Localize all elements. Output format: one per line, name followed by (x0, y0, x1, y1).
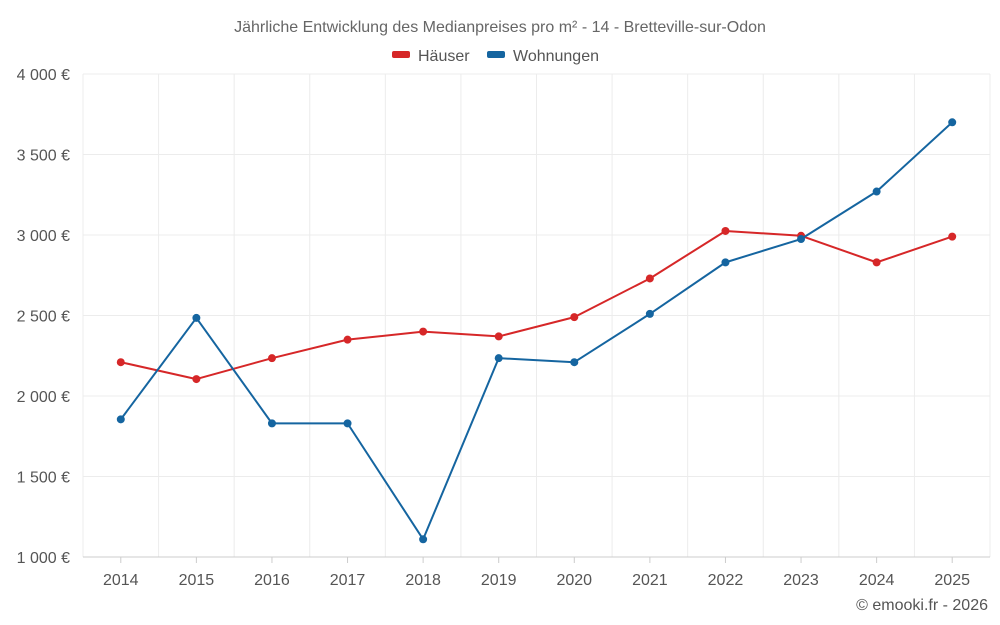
y-tick-label: 3 500 € (17, 148, 70, 165)
x-tick-label: 2022 (708, 572, 744, 589)
data-point (494, 332, 503, 341)
series-line-wohnungen (119, 121, 953, 541)
legend-label: Wohnungen (513, 48, 599, 65)
x-tick-label: 2017 (330, 572, 366, 589)
series-line-haeuser (120, 229, 953, 381)
data-point (948, 232, 957, 241)
y-tick-label: 2 500 € (17, 309, 70, 326)
data-point (645, 309, 654, 318)
data-point (419, 535, 428, 544)
x-tick-label: 2015 (179, 572, 215, 589)
data-point (116, 358, 125, 367)
data-point (343, 419, 352, 428)
data-point (116, 415, 125, 424)
data-point (645, 274, 654, 283)
y-tick-label: 2 000 € (17, 389, 70, 406)
legend: Häuser Wohnungen (392, 48, 599, 65)
x-tick-label: 2018 (405, 572, 441, 589)
chart-title: Jährliche Entwicklung des Medianpreises … (234, 19, 766, 36)
x-tick-label: 2020 (556, 572, 592, 589)
legend-label: Häuser (418, 48, 470, 65)
data-point (267, 419, 276, 428)
data-point (797, 235, 806, 244)
data-point (192, 375, 201, 384)
x-tick-label: 2019 (481, 572, 517, 589)
x-tick-label: 2025 (934, 572, 970, 589)
data-point (721, 226, 730, 235)
x-tick-label: 2014 (103, 572, 139, 589)
data-point (192, 313, 201, 322)
data-point (343, 335, 352, 344)
y-tick-label: 4 000 € (17, 67, 70, 84)
x-tick-label: 2016 (254, 572, 290, 589)
y-tick-label: 1 500 € (17, 470, 70, 487)
legend-swatch (392, 51, 410, 58)
data-point (494, 354, 503, 363)
data-point (872, 187, 881, 196)
data-point (872, 258, 881, 267)
data-point (419, 327, 428, 336)
x-tick-label: 2023 (783, 572, 819, 589)
credit-text: © emooki.fr - 2026 (856, 597, 988, 614)
data-point (948, 118, 957, 127)
y-tick-label: 3 000 € (17, 228, 70, 245)
grid (82, 73, 991, 557)
data-point (721, 258, 730, 267)
axes: 1 000 € 1 500 € 2 000 € 2 500 € 3 000 € 3 500… (17, 67, 990, 589)
data-point (570, 313, 579, 322)
x-tick-label: 2024 (859, 572, 895, 589)
data-point (267, 354, 276, 363)
data-point (570, 358, 579, 367)
legend-swatch (487, 51, 505, 58)
x-tick-label: 2021 (632, 572, 668, 589)
series-layer (116, 118, 957, 544)
y-tick-label: 1 000 € (17, 550, 70, 567)
